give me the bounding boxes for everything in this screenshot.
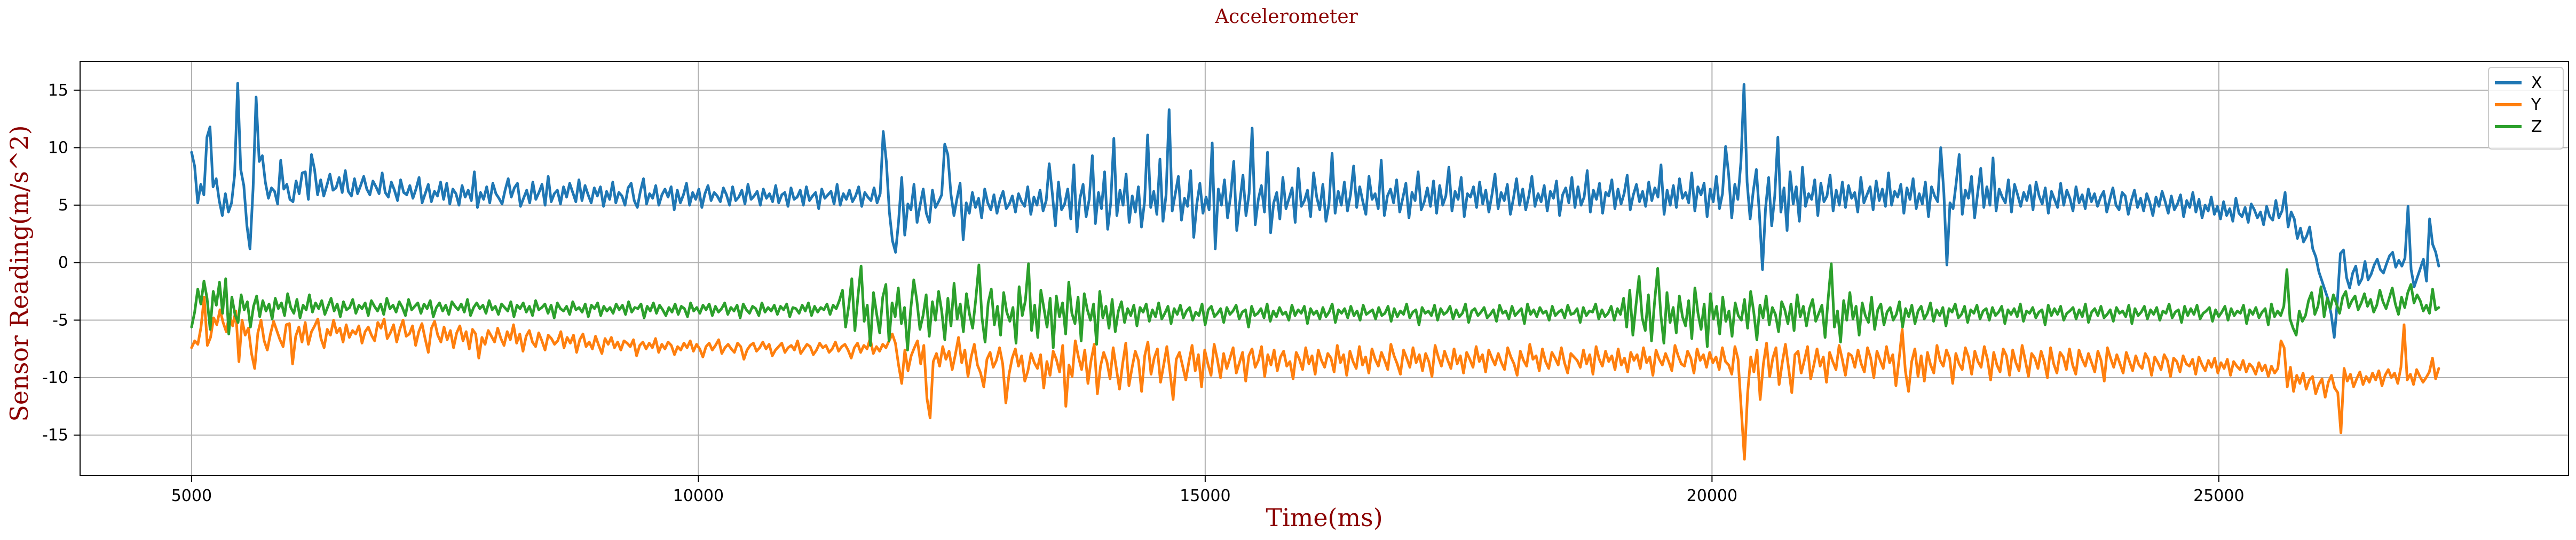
x-tick-label: 10000 — [673, 487, 724, 505]
legend-box — [2488, 67, 2564, 150]
series-line-z — [190, 262, 2440, 351]
y-tick-label: -15 — [42, 426, 68, 445]
y-tick-label: 15 — [48, 81, 68, 100]
y-tick-label: -10 — [42, 369, 68, 387]
y-tick-label: 0 — [58, 254, 68, 272]
series-lines — [190, 82, 2440, 461]
legend: XYZ — [2488, 67, 2564, 150]
series-line-y — [190, 295, 2440, 461]
series-line-x — [190, 82, 2440, 339]
x-tick-label: 20000 — [1687, 487, 1737, 505]
y-tick-label: -5 — [52, 311, 68, 330]
legend-label-x: X — [2531, 74, 2542, 92]
x-tick-label: 5000 — [171, 487, 212, 505]
grid-lines — [80, 61, 2569, 475]
plot-frame — [80, 61, 2569, 476]
x-tick-label: 15000 — [1180, 487, 1230, 505]
y-axis-label: Sensor Reading(m/s^2) — [5, 125, 34, 421]
y-tick-label: 10 — [48, 138, 68, 157]
legend-label-y: Y — [2531, 96, 2541, 114]
x-axis-label: Time(ms) — [1266, 503, 1382, 532]
chart-title: Accelerometer — [1214, 6, 1358, 28]
y-tick-label: 5 — [58, 196, 68, 215]
x-tick-label: 25000 — [2193, 487, 2244, 505]
legend-label-z: Z — [2531, 118, 2542, 136]
axis-ticks: 5000 10000 15000 20000 25000 -15 -10 -5 0 5 10 15 — [42, 81, 2245, 505]
